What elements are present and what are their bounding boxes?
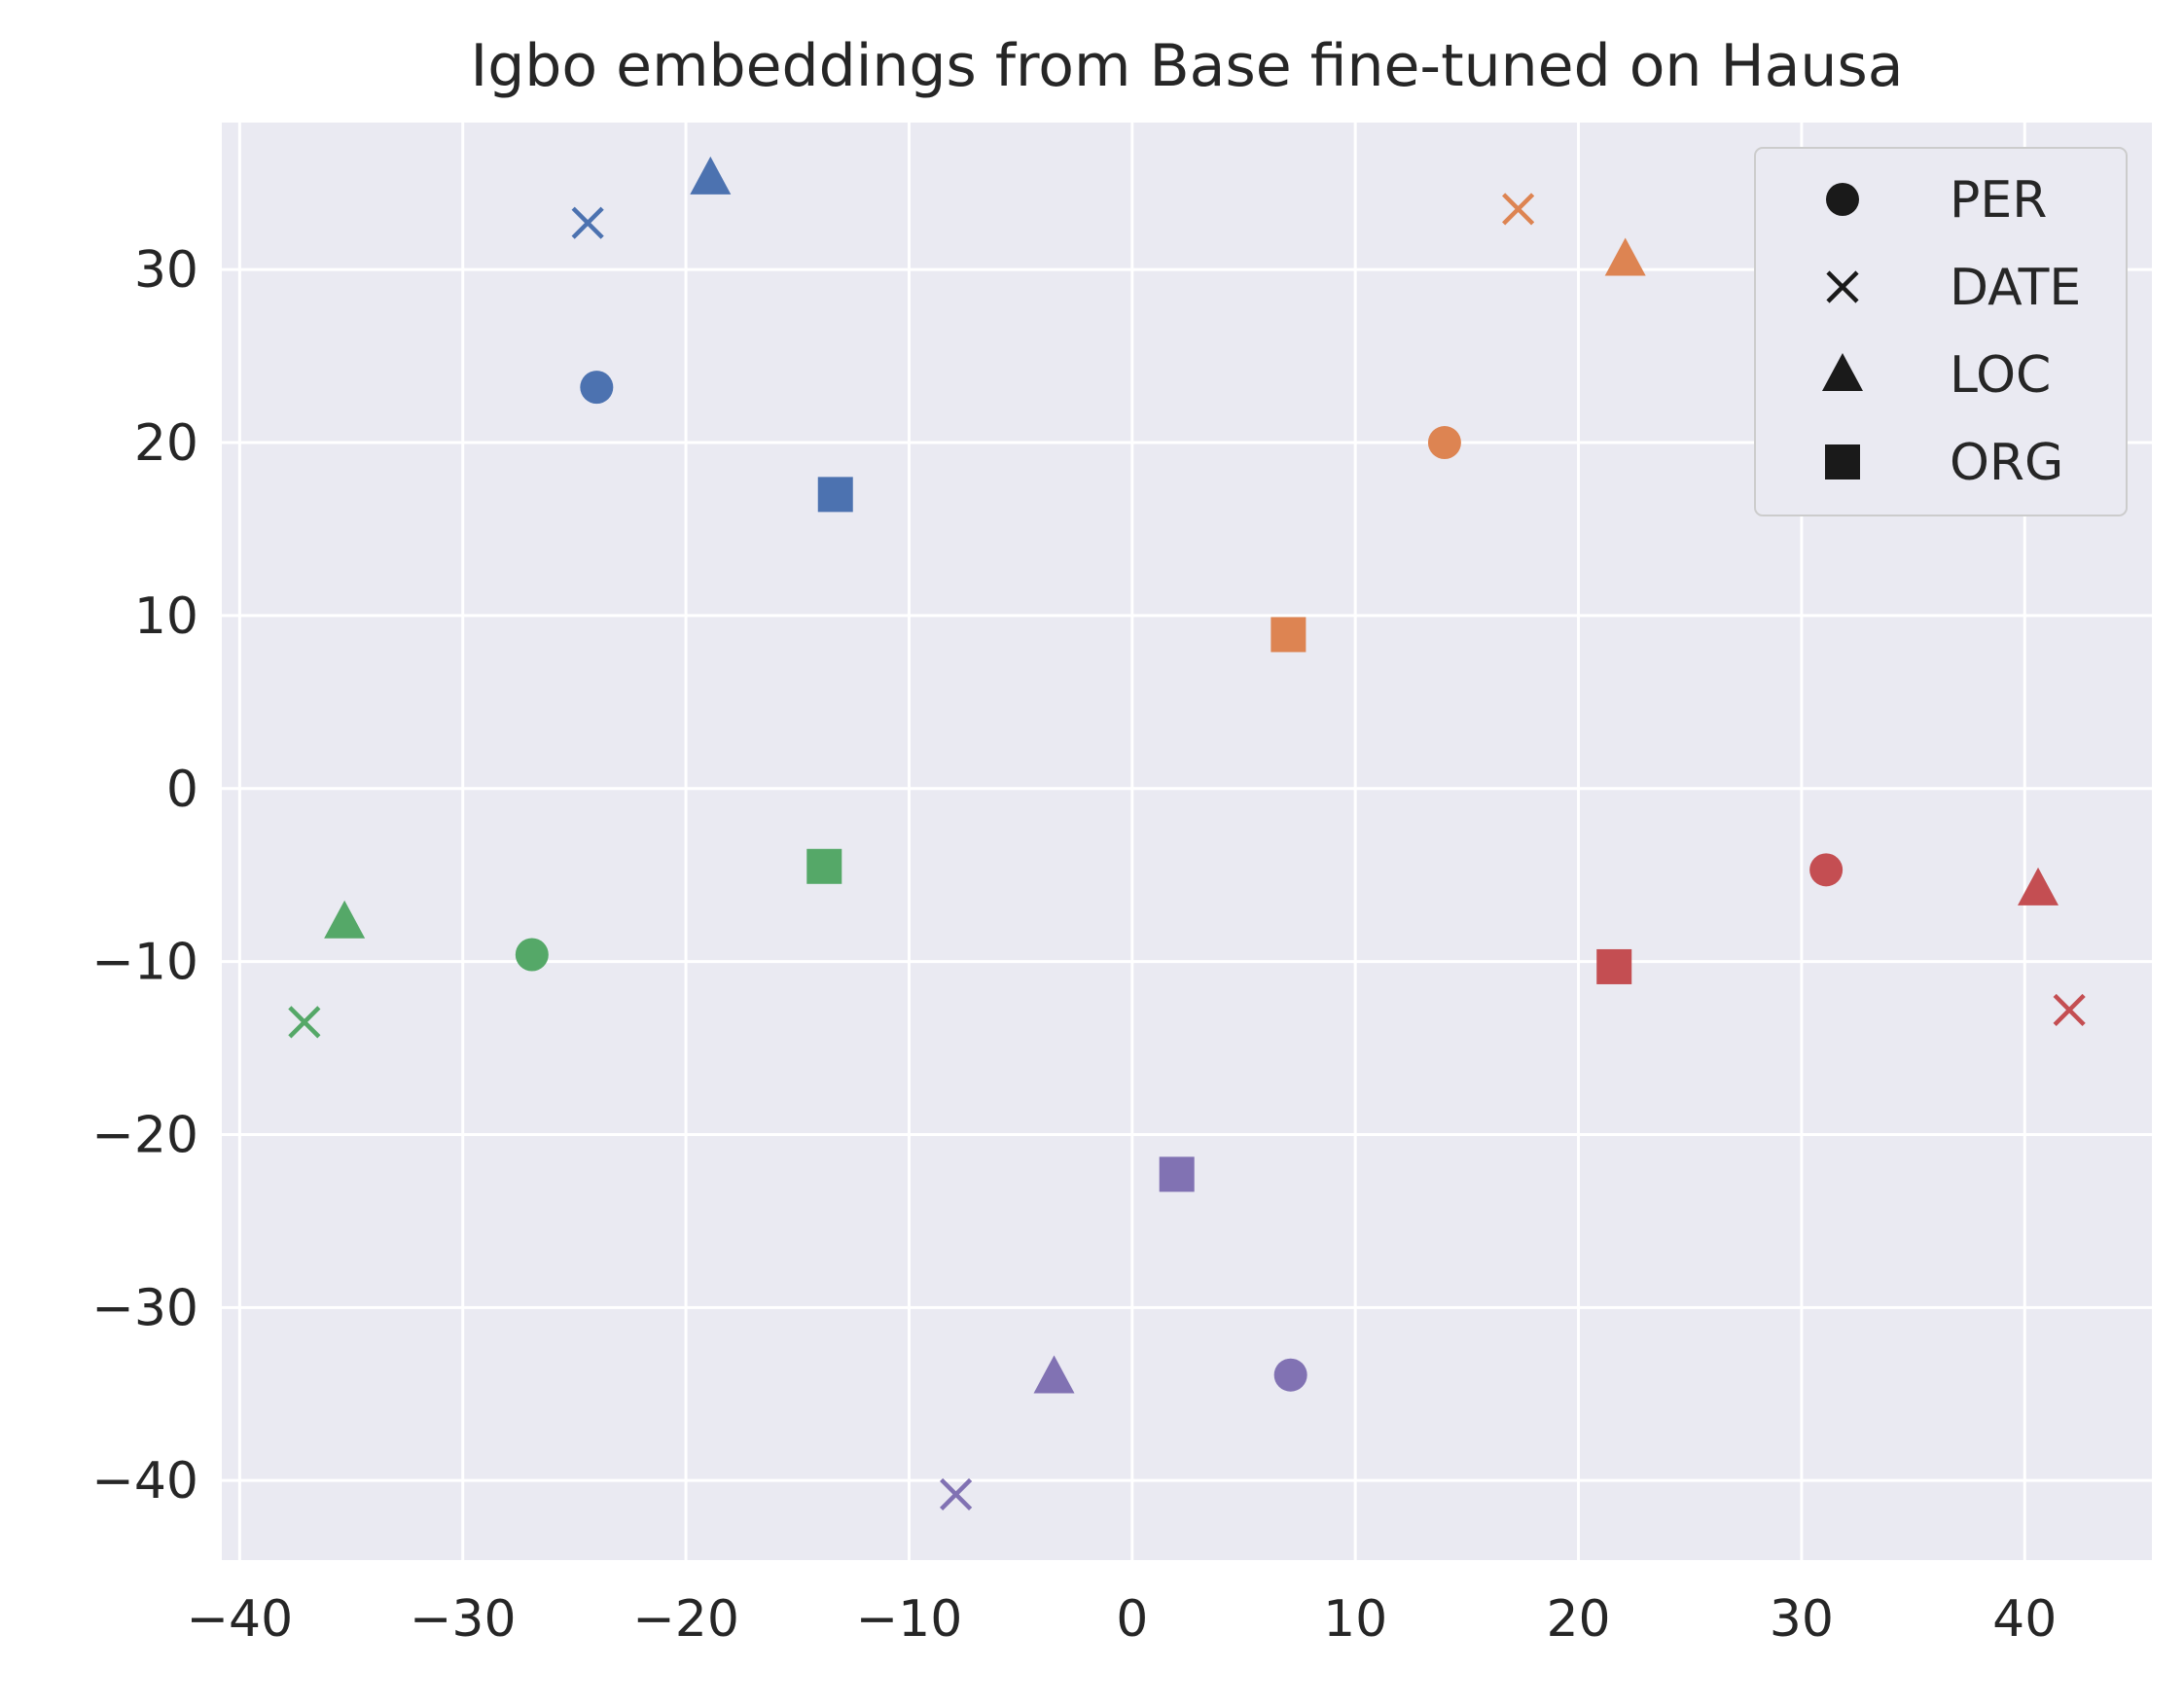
data-points — [288, 156, 2086, 1511]
legend-label: PER — [1950, 171, 2047, 230]
data-point-circle — [1427, 426, 1461, 460]
data-point-circle — [515, 938, 549, 972]
x-tick-label: −20 — [632, 1590, 739, 1649]
data-point-circle — [1273, 1358, 1307, 1392]
data-point-x — [2053, 993, 2086, 1027]
data-point-x — [571, 206, 604, 239]
legend-marker-x — [1826, 270, 1859, 303]
y-tick-label: −40 — [91, 1452, 198, 1510]
x-tick-label: 20 — [1546, 1590, 1610, 1649]
data-point-x — [1502, 193, 1535, 226]
data-point-square — [817, 477, 853, 513]
y-tick-label: 10 — [134, 587, 198, 646]
y-tick-label: 0 — [166, 761, 198, 819]
x-tick-label: 40 — [1992, 1590, 2057, 1649]
data-point-x — [940, 1477, 973, 1511]
data-point-square — [1271, 617, 1307, 653]
x-tick-label: 10 — [1323, 1590, 1387, 1649]
legend-marker-circle — [1826, 183, 1859, 216]
data-point-square — [1596, 948, 1632, 984]
y-tick-label: 30 — [134, 241, 198, 300]
data-point-triangle — [2018, 867, 2059, 906]
y-tick-label: −10 — [91, 934, 198, 992]
data-point-square — [806, 848, 842, 884]
data-point-triangle — [1604, 237, 1646, 276]
legend-label: ORG — [1950, 434, 2063, 492]
x-tick-label: −10 — [856, 1590, 963, 1649]
legend-box — [1754, 147, 2128, 516]
data-point-circle — [1809, 853, 1844, 887]
x-tick-label: 30 — [1770, 1590, 1834, 1649]
y-tick-label: 20 — [134, 414, 198, 473]
legend-label: DATE — [1950, 259, 2081, 317]
x-tick-label: −40 — [186, 1590, 293, 1649]
y-axis-ticks: −40 −30 −20 −10 0 10 20 30 — [91, 241, 198, 1510]
data-point-circle — [580, 371, 614, 405]
legend-marker-square — [1825, 444, 1860, 480]
x-tick-label: 0 — [1116, 1590, 1148, 1649]
data-point-triangle — [690, 156, 732, 195]
legend: PER DATE LOC ORG — [1754, 147, 2128, 516]
y-tick-label: −30 — [91, 1279, 198, 1337]
data-point-triangle — [1033, 1355, 1075, 1394]
x-tick-label: −30 — [410, 1590, 517, 1649]
legend-label: LOC — [1950, 346, 2051, 405]
y-tick-label: −20 — [91, 1106, 198, 1164]
chart-title: Igbo embeddings from Base fine-tuned on … — [471, 32, 1904, 100]
x-axis-ticks: −40 −30 −20 −10 0 10 20 30 40 — [186, 1590, 2057, 1649]
data-point-triangle — [324, 900, 366, 939]
data-point-x — [288, 1006, 321, 1039]
data-point-square — [1159, 1156, 1195, 1192]
legend-marker-triangle — [1822, 353, 1863, 391]
